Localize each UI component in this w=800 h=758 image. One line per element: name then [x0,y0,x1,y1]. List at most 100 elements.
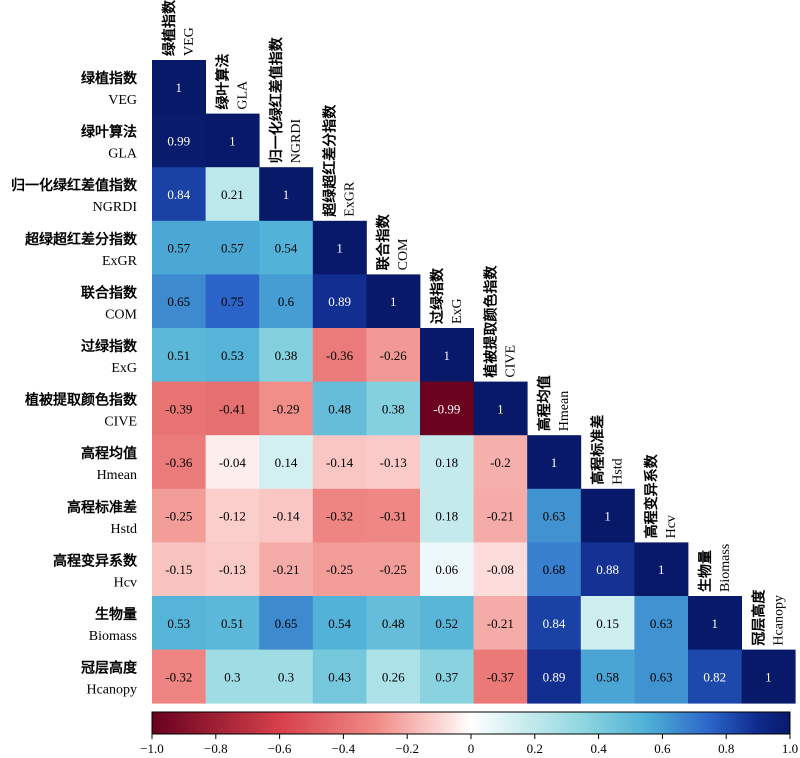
cell-value-label: 1 [712,616,719,631]
cell-value-label: 1 [229,133,236,148]
column-label-en: Hcanopy [771,595,786,646]
cell-value-label: -0.25 [380,562,407,577]
heatmap-cell [420,488,474,543]
heatmap-cell [634,649,689,704]
column-label-en: ExG [450,298,465,324]
cell-value-label: 0.51 [167,348,190,363]
cell-value-label: 0.99 [167,133,190,148]
heatmap-cell [527,488,582,543]
column-label-en: Hcv [664,515,679,538]
cell-value-label: 0.21 [221,187,244,202]
heatmap-cell [420,542,474,597]
cell-value-label: -0.21 [487,509,514,524]
cell-value-label: 0.18 [435,509,458,524]
colorbar-tick-label: −0.6 [268,741,292,756]
cell-value-label: -0.15 [165,562,192,577]
row-label-en: ExGR [102,254,138,269]
cell-value-label: 1 [497,401,504,416]
row-label-en: COM [105,307,137,322]
heatmap-cell [473,381,528,436]
heatmap-cell [473,649,528,704]
row-label-cn: 高程标准差 [67,499,137,516]
column-label-en: ExGR [343,181,358,217]
column-label-cn: 过绿指数 [429,267,446,324]
column-label-en: CIVE [503,345,518,378]
column-label: 绿叶算法 GLA [214,54,250,110]
heatmap-cell [473,435,528,490]
cell-value-label: 0.63 [650,616,673,631]
cell-value-label: 1 [658,562,665,577]
row-label-cn: 高程变异系数 [53,552,138,569]
cell-value-label: 0.52 [435,616,458,631]
cell-value-label: 0.3 [224,669,240,684]
colorbar-tick-label: 0.2 [527,741,543,756]
cell-value-label: 0.84 [543,616,566,631]
heatmap-cell [259,596,314,650]
cell-value-label: 0.38 [382,401,405,416]
heatmap-cell [420,596,474,650]
heatmap-cell [580,649,635,704]
heatmap-cell [152,542,206,597]
row-label-en: ExG [111,361,137,376]
heatmap-cell [580,542,635,597]
colorbar-tick-label: 0.8 [718,741,734,756]
heatmap-cell [634,542,689,597]
cell-value-label: -0.2 [490,455,511,470]
column-label-cn: 生物量 [697,550,714,592]
heatmap-cell [259,649,314,704]
heatmap-cell [366,435,421,490]
colorbar-tick-label: −0.8 [204,741,228,756]
heatmap-cell [312,220,367,275]
cell-value-label: 0.88 [596,562,619,577]
heatmap-cell [152,60,206,114]
row-label-cn: 过绿指数 [81,338,138,355]
colorbar-tick-label: 0.6 [654,741,671,756]
heatmap-cell [205,649,260,704]
heatmap-cell [312,542,367,597]
cell-value-label: -0.31 [380,509,407,524]
cell-value-label: -0.13 [219,562,246,577]
cell-value-label: 1 [551,455,558,470]
heatmap-cell [205,542,260,597]
cell-value-label: -0.21 [487,616,514,631]
cell-value-label: 0.06 [435,562,458,577]
heatmap-cell [312,435,367,490]
cell-value-label: 0.38 [275,348,298,363]
cell-value-label: -0.29 [272,401,299,416]
column-label-cn: 归一化绿红差值指数 [268,36,285,163]
colorbar-tick-label: 0.4 [590,741,607,756]
heatmap-cell [580,488,635,543]
cell-value-label: 0.65 [275,616,298,631]
cell-value-label: 1 [336,241,343,256]
heatmap-cell [152,381,206,436]
cell-value-label: -0.32 [326,509,353,524]
heatmap-cell [205,167,260,222]
cell-value-label: 0.3 [278,669,294,684]
cell-value-label: 0.89 [328,294,351,309]
heatmap-cell [259,328,314,382]
cell-value-label: -0.39 [165,401,192,416]
cell-value-label: 0.57 [221,241,244,256]
cell-value-label: -0.25 [326,562,353,577]
cell-value-label: 0.14 [275,455,298,470]
cell-value-label: -0.13 [380,455,407,470]
cell-value-label: -0.14 [272,509,300,524]
cell-value-label: -0.25 [165,509,192,524]
heatmap-cell [473,542,528,597]
cell-value-label: 0.6 [278,294,295,309]
heatmap-cell [152,328,206,382]
row-label-cn: 植被提取颜色指数 [24,392,138,409]
heatmap-cell [420,649,474,704]
heatmap-cell [152,113,206,168]
heatmap-cell [473,596,528,650]
cell-value-label: 0.48 [328,401,351,416]
heatmap-cell [312,274,367,329]
cell-value-label: 0.63 [650,669,673,684]
heatmap-cell [259,435,314,490]
heatmap-cell [259,167,314,222]
row-label-en: VEG [108,93,137,108]
heatmap-cell [205,596,260,650]
heatmap-cell [366,488,421,543]
cell-value-label: 0.75 [221,294,244,309]
heatmap-cell [420,328,474,382]
